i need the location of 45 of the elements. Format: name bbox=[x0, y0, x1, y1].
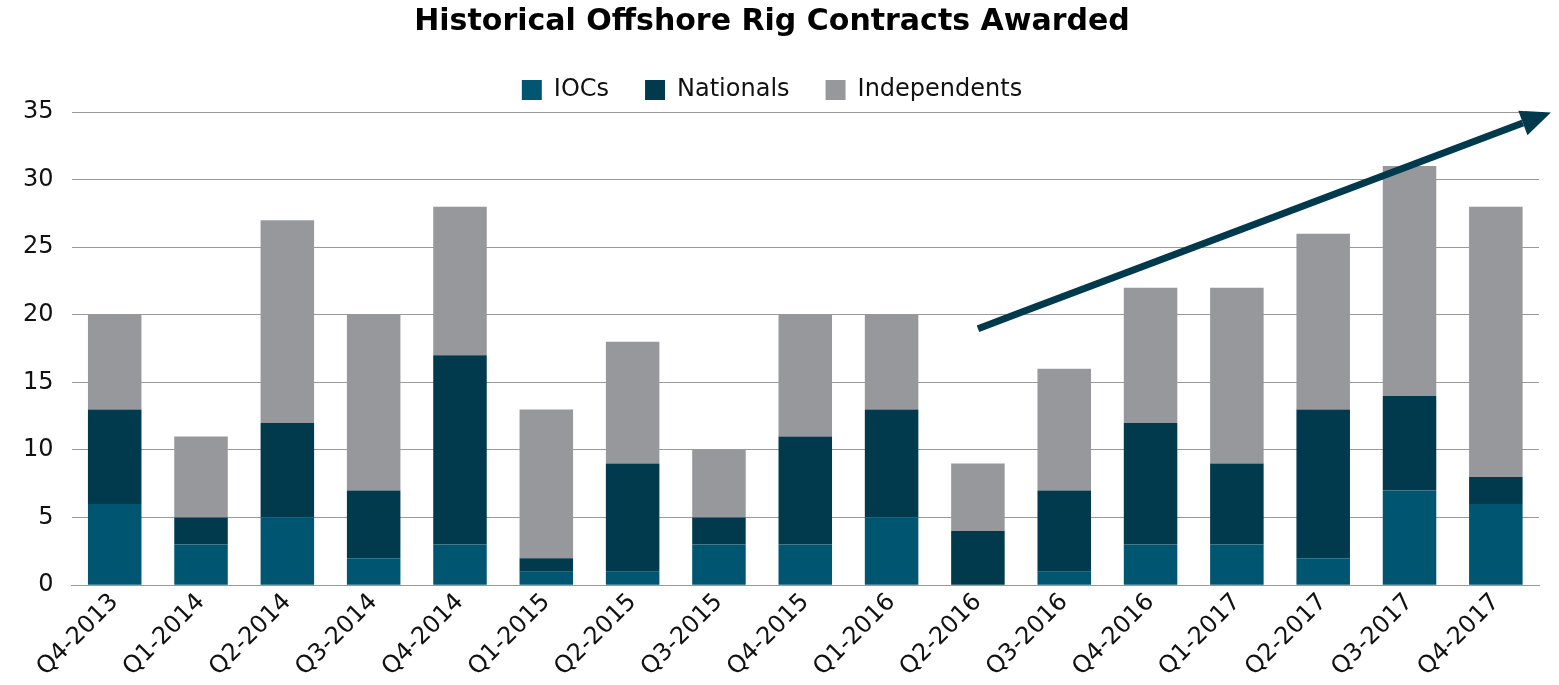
bar bbox=[519, 571, 574, 585]
bar bbox=[864, 517, 919, 585]
bar bbox=[1382, 395, 1437, 491]
bar bbox=[1469, 477, 1523, 505]
bar bbox=[87, 409, 142, 505]
bar bbox=[605, 463, 660, 572]
bar bbox=[1123, 422, 1178, 545]
bar bbox=[1037, 571, 1091, 585]
bar bbox=[778, 436, 833, 545]
bar bbox=[778, 544, 833, 585]
bar bbox=[346, 490, 401, 559]
legend-label: IOCs bbox=[553, 74, 610, 103]
y-tick-label: 10 bbox=[22, 434, 54, 463]
bar bbox=[260, 517, 315, 585]
bar bbox=[692, 517, 746, 545]
bar bbox=[346, 558, 401, 585]
bar bbox=[1210, 544, 1264, 585]
legend-label: Nationals bbox=[677, 74, 790, 103]
y-tick-label: 25 bbox=[22, 231, 54, 260]
y-tick-label: 0 bbox=[38, 569, 54, 598]
bar bbox=[864, 409, 919, 518]
y-tick-label: 30 bbox=[22, 163, 54, 192]
bar bbox=[1296, 409, 1350, 559]
y-tick-label: 35 bbox=[22, 96, 54, 125]
bar bbox=[1210, 463, 1264, 545]
bar bbox=[951, 531, 1005, 585]
bar bbox=[433, 544, 487, 585]
bar bbox=[1037, 490, 1091, 572]
bar bbox=[1382, 490, 1437, 585]
y-tick-label: 5 bbox=[38, 501, 54, 530]
legend-label: Independents bbox=[857, 74, 1023, 103]
chart-title: Historical Offshore Rig Contracts Awarded bbox=[414, 1, 1130, 37]
bar bbox=[87, 504, 142, 585]
bar bbox=[1469, 504, 1523, 585]
bar bbox=[692, 544, 746, 585]
bar bbox=[519, 558, 574, 572]
bar bbox=[433, 355, 487, 545]
bar bbox=[174, 544, 228, 585]
y-tick-label: 15 bbox=[22, 366, 54, 395]
bar bbox=[174, 517, 228, 545]
bar bbox=[605, 571, 660, 585]
bar bbox=[260, 422, 315, 518]
bar bbox=[1296, 558, 1350, 585]
bar bbox=[1123, 544, 1178, 585]
y-tick-label: 20 bbox=[22, 299, 54, 328]
